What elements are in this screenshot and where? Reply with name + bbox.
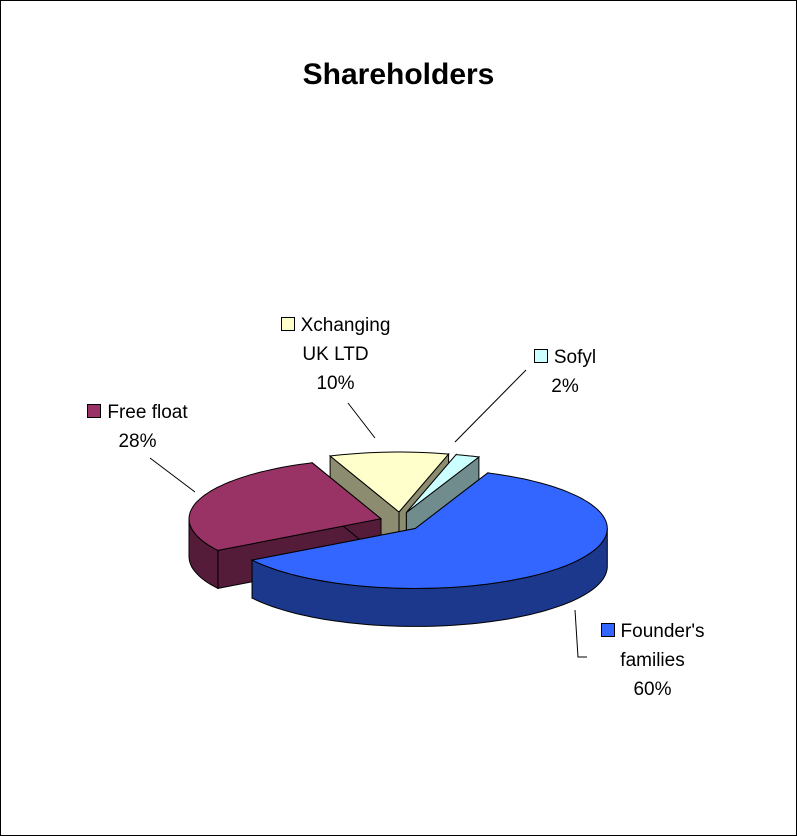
value-label: 28%	[118, 431, 157, 452]
label-name: Xchanging UK LTD	[268, 311, 403, 369]
data-label: Xchanging UK LTD 10%	[268, 311, 403, 398]
category-label: Sofyl	[553, 347, 597, 368]
leader-line	[149, 457, 196, 493]
data-label: Free float 28%	[50, 398, 225, 456]
category-label: Free float	[107, 402, 188, 423]
slice	[188, 462, 383, 551]
swatch	[280, 317, 295, 331]
data-label: Sofyl 2%	[510, 343, 620, 401]
slice	[250, 472, 608, 590]
category-label: Xchanging UK LTD	[300, 315, 391, 365]
value-label: 60%	[633, 679, 672, 700]
label-name: Sofyl	[510, 343, 620, 372]
category-label: Founder's families	[620, 621, 705, 671]
value-label: 10%	[316, 373, 355, 394]
data-label: Founder's families 60%	[585, 617, 720, 704]
leader-line	[347, 402, 376, 439]
label-name: Free float	[50, 398, 225, 427]
swatch	[87, 404, 102, 418]
leader-line	[574, 609, 587, 658]
swatch	[533, 349, 548, 363]
slice	[406, 454, 481, 513]
label-name: Founder's families	[585, 617, 720, 675]
chart-title: Shareholders	[302, 58, 495, 91]
leader-line	[454, 369, 527, 443]
value-label: 2%	[551, 376, 579, 397]
slice	[328, 451, 450, 513]
swatch	[600, 623, 615, 637]
